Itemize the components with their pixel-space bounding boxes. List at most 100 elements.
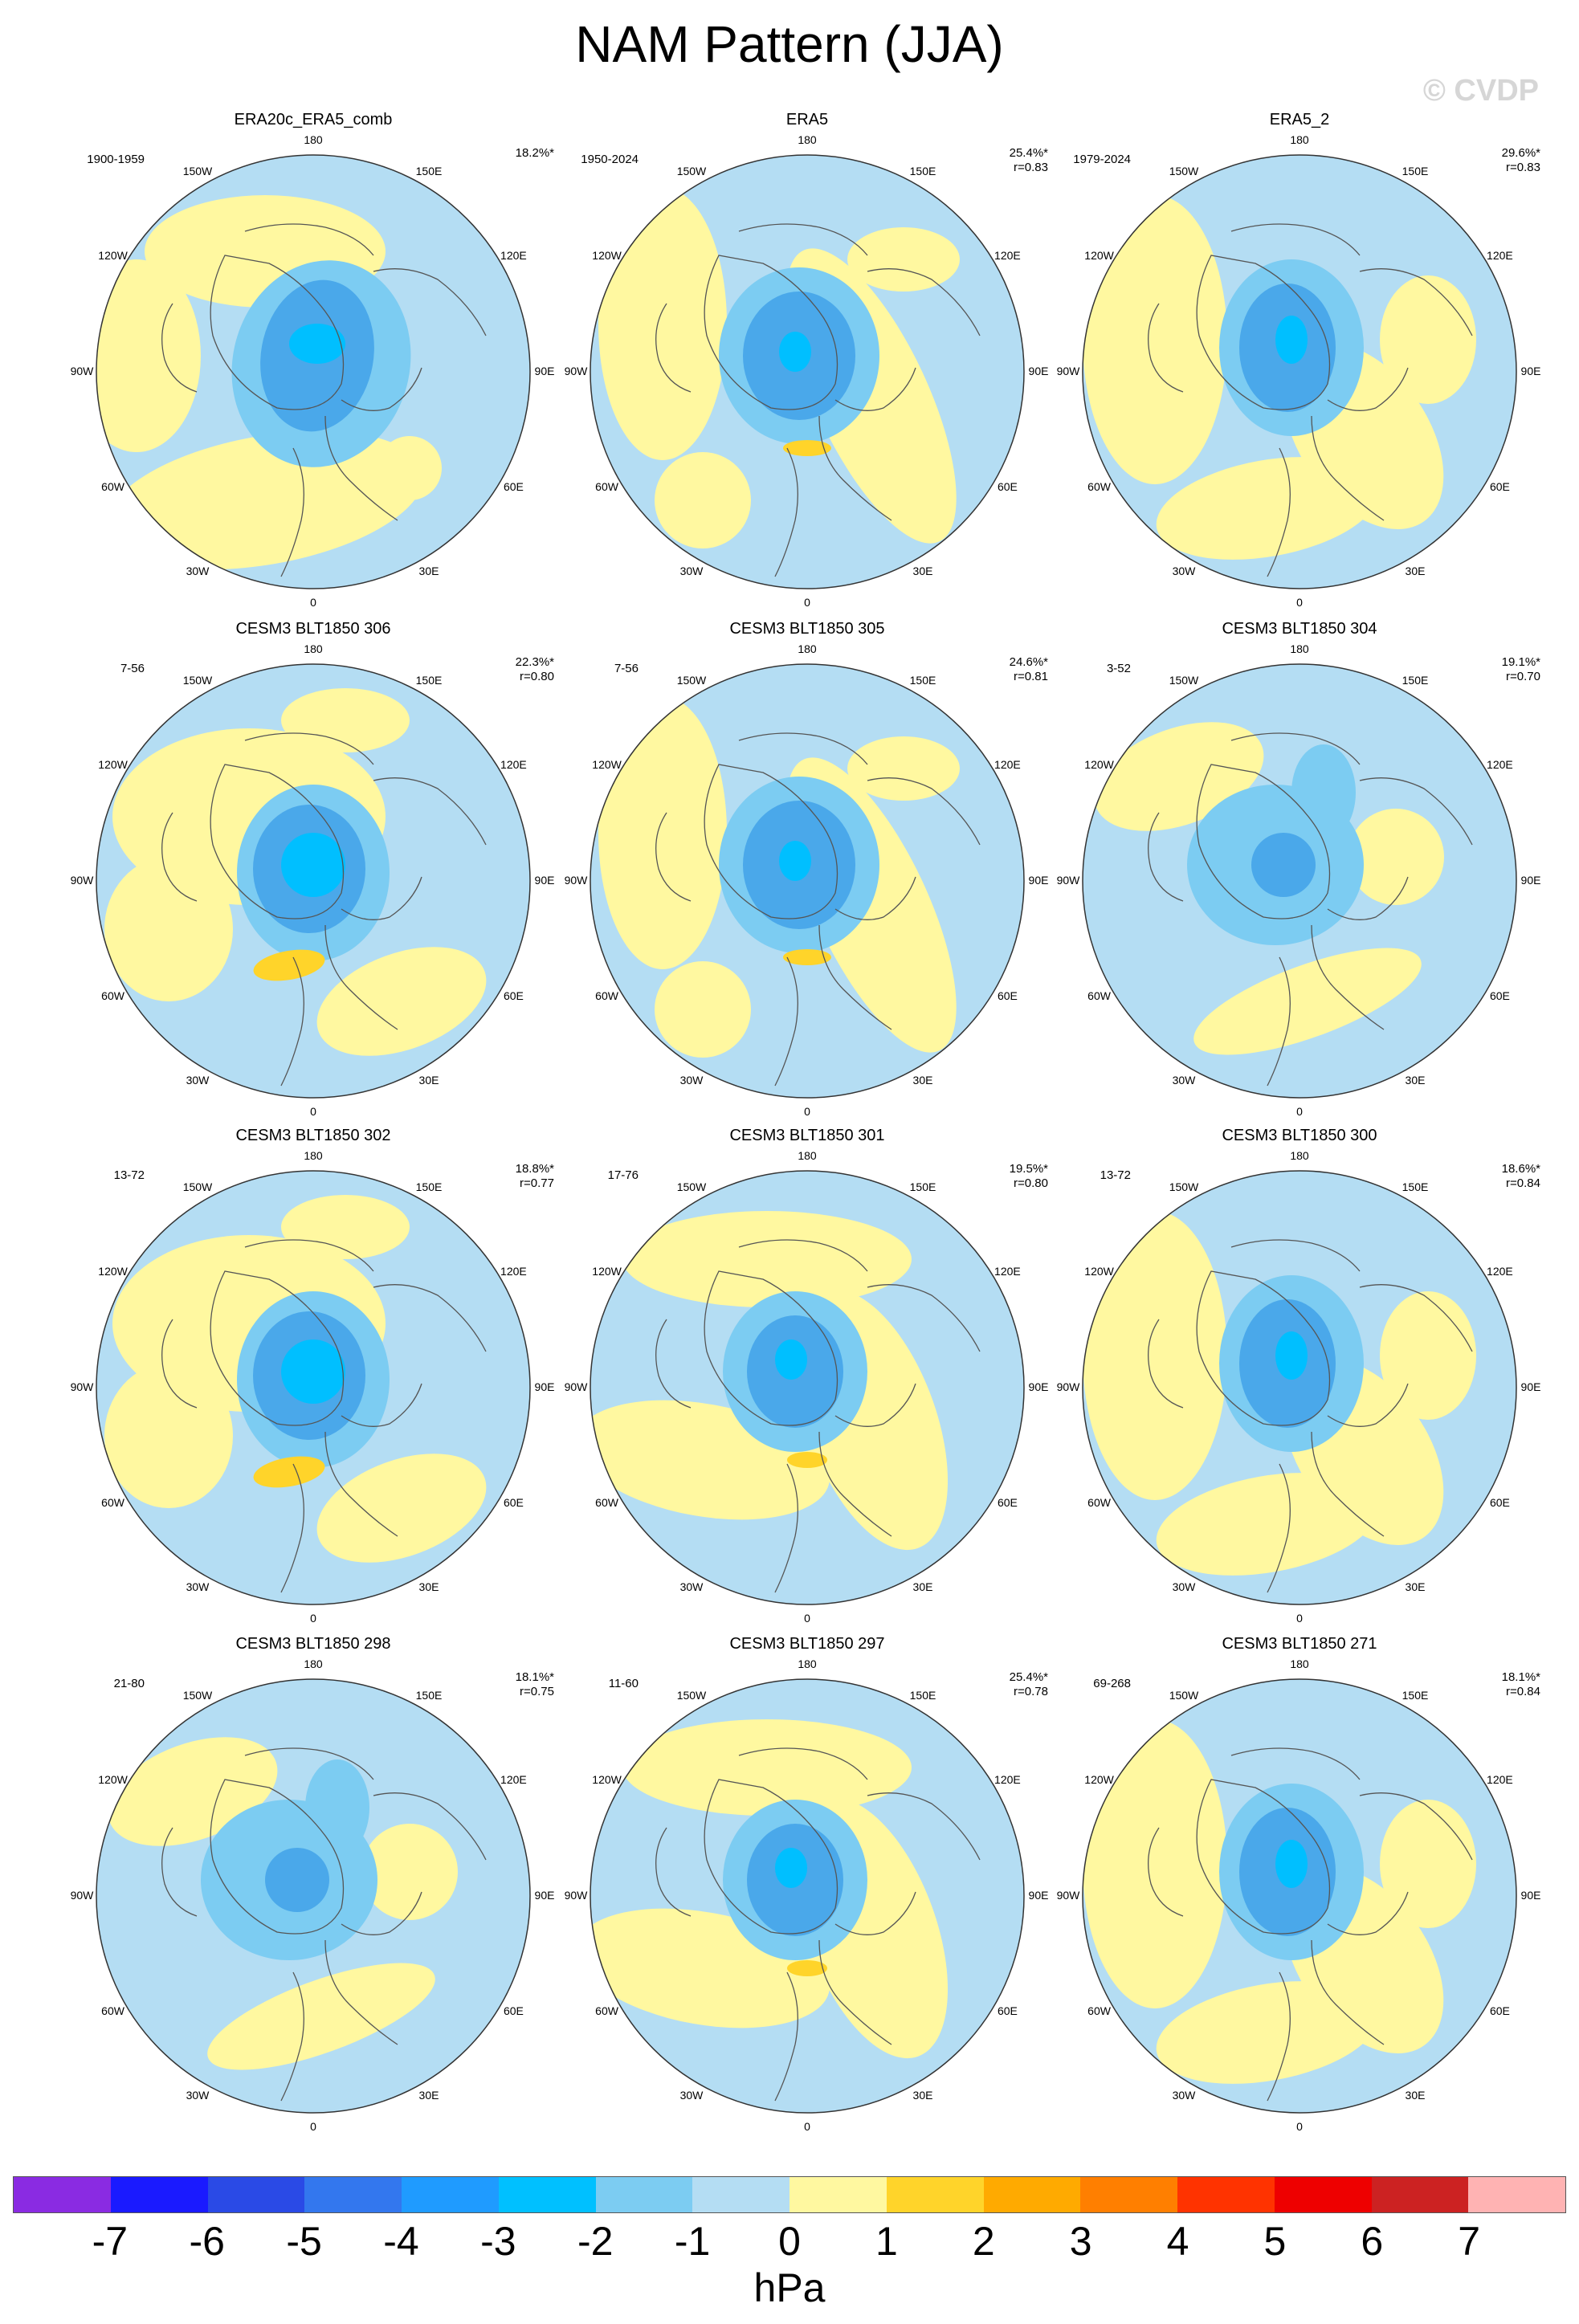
longitude-label: 30W xyxy=(679,2089,704,2102)
contour-region xyxy=(207,1963,435,2070)
longitude-label: 30W xyxy=(1172,565,1196,578)
longitude-label: 150E xyxy=(415,164,443,177)
explained-variance: 29.6%* xyxy=(1501,146,1540,160)
coastline xyxy=(324,415,398,521)
map-panel: CESM3 BLT1850 304 3-52 19.1%* r=0.70 180 150E… xyxy=(1051,620,1548,1118)
contour-region xyxy=(1251,833,1316,897)
coastline xyxy=(210,764,345,919)
colorbar-tick-label: 5 xyxy=(1263,2219,1287,2264)
coastline xyxy=(280,956,304,1087)
coastline xyxy=(818,415,892,521)
map-border xyxy=(96,154,531,589)
coastline xyxy=(1267,956,1291,1087)
colorbar-cell xyxy=(886,2177,984,2212)
polar-map xyxy=(1082,1170,1517,1605)
panel-stats: 19.1%* r=0.70 xyxy=(1468,655,1540,684)
panel-period: 3-52 xyxy=(1106,662,1131,675)
panel-title: ERA20c_ERA5_comb xyxy=(234,111,393,128)
panel-period: 11-60 xyxy=(608,1677,639,1690)
longitude-label: 30E xyxy=(912,1580,933,1594)
longitude-label: 150W xyxy=(1169,673,1199,687)
longitude-label: 150E xyxy=(415,673,443,687)
explained-variance: 18.8%* xyxy=(515,1162,554,1176)
coastline xyxy=(818,924,892,1030)
contour-region xyxy=(1275,1331,1308,1380)
coastline xyxy=(1196,255,1331,410)
panel-title: CESM3 BLT1850 297 xyxy=(729,1635,885,1653)
coastline xyxy=(1230,732,1361,765)
contour-region xyxy=(1156,1981,1379,2084)
colorbar-ticks: -7 -6 -5 -4 -3 -2 -1 0 1 2 3 4 5 6 7 xyxy=(13,2218,1566,2266)
panel-title: CESM3 BLT1850 305 xyxy=(729,620,885,638)
polar-map xyxy=(96,154,531,589)
pattern-correlation: r=0.84 xyxy=(1506,1685,1540,1698)
panel-stats: 19.5%* r=0.80 xyxy=(976,1162,1048,1191)
pattern-correlation: r=0.80 xyxy=(520,670,554,683)
colorbar-cell xyxy=(595,2177,693,2212)
longitude-label: 90W xyxy=(564,874,588,887)
pattern-correlation: r=0.83 xyxy=(1506,161,1540,174)
pattern-correlation: r=0.70 xyxy=(1506,670,1540,683)
map-panel: CESM3 BLT1850 271 69-268 18.1%* r=0.84 180 15… xyxy=(1051,1635,1548,2133)
panel-title: ERA5_2 xyxy=(1269,111,1330,128)
map-border xyxy=(1082,154,1517,589)
contour-region xyxy=(1275,316,1308,364)
contour-region xyxy=(1348,809,1444,905)
coastline xyxy=(655,812,692,902)
longitude-label: 90E xyxy=(1028,1380,1049,1393)
coastline xyxy=(818,1939,892,2045)
contour-region xyxy=(361,1824,458,1920)
pattern-correlation: r=0.84 xyxy=(1506,1176,1540,1190)
longitude-label: 150E xyxy=(1402,673,1429,687)
contour-region xyxy=(775,1848,807,1888)
longitude-label: 150E xyxy=(909,164,936,177)
coastline xyxy=(161,1319,198,1409)
longitude-label: 60E xyxy=(997,1496,1018,1509)
contour-region xyxy=(598,696,727,969)
longitude-label: 150W xyxy=(1169,164,1199,177)
coastline xyxy=(738,1239,868,1272)
coastline xyxy=(704,1270,838,1426)
longitude-label: 120E xyxy=(994,758,1021,771)
colorbar-cell xyxy=(692,2177,790,2212)
coastline xyxy=(341,1383,422,1427)
contour-region xyxy=(1083,195,1227,484)
longitude-label: 150W xyxy=(676,673,707,687)
longitude-label: 60W xyxy=(1087,1496,1111,1509)
longitude-label: 30E xyxy=(1405,2089,1426,2102)
longitude-label: 180 xyxy=(798,642,817,655)
longitude-label: 180 xyxy=(798,1657,817,1670)
explained-variance: 18.1%* xyxy=(515,1670,554,1684)
colorbar-cell xyxy=(1371,2177,1469,2212)
contour-region xyxy=(622,1211,912,1307)
longitude-label: 0 xyxy=(1296,596,1303,609)
longitude-label: 120E xyxy=(500,1773,527,1786)
explained-variance: 22.3%* xyxy=(515,655,554,669)
longitude-label: 90W xyxy=(1056,874,1080,887)
pattern-correlation: r=0.83 xyxy=(1014,161,1048,174)
longitude-label: 150W xyxy=(182,1688,213,1702)
longitude-label: 0 xyxy=(310,1612,316,1625)
longitude-label: 90W xyxy=(1056,365,1080,377)
longitude-label: 60E xyxy=(997,480,1018,493)
contour-region xyxy=(106,430,424,570)
pattern-correlation: r=0.81 xyxy=(1014,670,1048,683)
longitude-label: 180 xyxy=(1290,133,1309,146)
panel-stats: 18.1%* r=0.84 xyxy=(1468,1670,1540,1699)
map-border xyxy=(1082,1170,1517,1605)
longitude-label: 60W xyxy=(595,989,618,1002)
coastline xyxy=(280,1971,304,2102)
longitude-label: 90E xyxy=(1520,365,1541,377)
coastline xyxy=(1267,1463,1291,1593)
colorbar-cell xyxy=(1274,2177,1372,2212)
contour-region xyxy=(1380,275,1476,404)
coastline xyxy=(834,1383,916,1427)
longitude-label: 90E xyxy=(534,1380,555,1393)
longitude-label: 60E xyxy=(503,480,524,493)
longitude-label: 90W xyxy=(1056,1380,1080,1393)
panel-stats: 24.6%* r=0.81 xyxy=(976,655,1048,684)
panel-title: CESM3 BLT1850 304 xyxy=(1222,620,1377,638)
longitude-label: 90E xyxy=(1520,1380,1541,1393)
longitude-label: 60E xyxy=(997,2004,1018,2017)
longitude-label: 60E xyxy=(1489,1496,1510,1509)
